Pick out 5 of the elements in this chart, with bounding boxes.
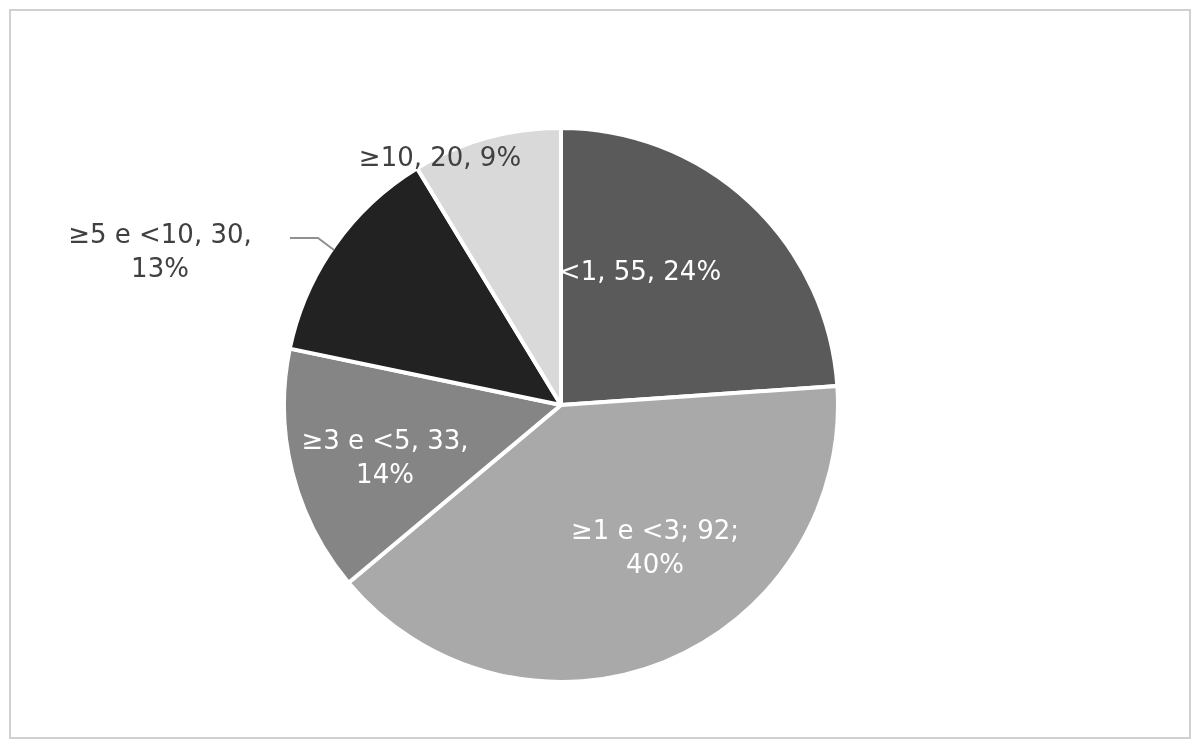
slice-label: ≥1 e <3; 92; 40% [570, 514, 740, 579]
slice-label: ≥3 e <5, 33, 14% [301, 424, 469, 489]
slice-label: ≥5 e <10, 30, 13% [68, 218, 252, 283]
slice-label: ≥10, 20, 9% [358, 141, 522, 172]
slice-label: <1, 55, 24% [558, 255, 722, 286]
